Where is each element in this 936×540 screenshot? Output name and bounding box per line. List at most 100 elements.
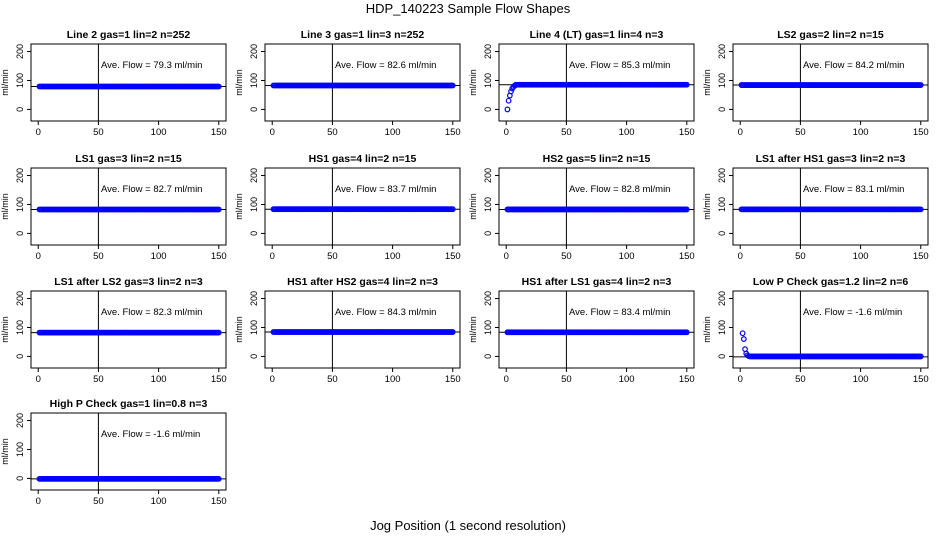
x-tick-label: 150 — [679, 127, 695, 138]
data-point — [508, 88, 514, 95]
x-tick-label: 100 — [151, 374, 167, 385]
plot-frame — [498, 167, 695, 246]
y-axis-label: ml/min — [0, 193, 10, 220]
x-tick-label: 50 — [327, 127, 338, 138]
y-axis-label: ml/min — [468, 316, 478, 343]
y-tick-label: 100 — [249, 320, 259, 335]
panel-12: Low P Check gas=1.2 lin=2 n=6 ml/min 0 100 2… — [702, 276, 929, 385]
data-point — [449, 206, 456, 213]
panel-title: HS1 after LS1 gas=4 lin=2 n=3 — [522, 276, 672, 288]
ave-flow-annotation: Ave. Flow = 82.8 ml/min — [569, 184, 670, 195]
x-tick-label: 50 — [93, 496, 104, 507]
x-tick-label: 0 — [270, 374, 275, 385]
x-tick-label: 50 — [93, 374, 104, 385]
panel-5: LS1 gas=3 lin=2 n=15 ml/min 0 100 200 0 50 100 1… — [0, 153, 227, 262]
y-axis-label: ml/min — [702, 69, 712, 96]
x-tick-label: 100 — [853, 251, 869, 262]
x-tick-label: 100 — [853, 374, 869, 385]
x-tick-label: 150 — [913, 127, 929, 138]
y-tick-label: 200 — [483, 44, 493, 59]
ave-flow-annotation: Ave. Flow = 83.4 ml/min — [569, 307, 670, 318]
data-point — [917, 353, 924, 360]
panel-6: HS1 gas=4 lin=2 n=15 ml/min 0 100 200 0 50 100 1… — [234, 153, 461, 262]
y-tick-label: 0 — [717, 231, 727, 236]
plot-frame — [264, 43, 461, 122]
panel-title: Low P Check gas=1.2 lin=2 n=6 — [753, 276, 908, 288]
data-point — [504, 106, 511, 113]
data-point — [739, 330, 746, 337]
plot-frame — [498, 43, 695, 122]
ave-flow-annotation: Ave. Flow = 79.3 ml/min — [101, 60, 202, 71]
y-tick-label: 200 — [483, 291, 493, 306]
panel-title: Line 2 gas=1 lin=2 n=252 — [67, 29, 191, 41]
y-tick-label: 100 — [717, 73, 727, 88]
y-tick-label: 100 — [717, 320, 727, 335]
panel-10: HS1 after HS2 gas=4 lin=2 n=3 ml/min 0 100 2… — [234, 276, 461, 385]
x-tick-label: 100 — [385, 374, 401, 385]
y-axis-label: ml/min — [0, 69, 10, 96]
y-tick-label: 0 — [249, 231, 259, 236]
y-tick-label: 200 — [483, 168, 493, 183]
panel-title: High P Check gas=1 lin=0.8 n=3 — [50, 398, 208, 410]
x-tick-label: 150 — [913, 374, 929, 385]
y-tick-label: 200 — [15, 44, 25, 59]
panel-7: HS2 gas=5 lin=2 n=15 ml/min 0 100 200 0 50 100 1… — [468, 153, 695, 262]
y-tick-label: 100 — [15, 73, 25, 88]
y-axis-label: ml/min — [702, 193, 712, 220]
x-tick-label: 150 — [211, 374, 227, 385]
x-tick-label: 100 — [619, 127, 635, 138]
panel-13: High P Check gas=1 lin=0.8 n=3 ml/min 0 100… — [0, 398, 227, 507]
panel-title: HS2 gas=5 lin=2 n=15 — [543, 153, 651, 165]
panel-1: Line 2 gas=1 lin=2 n=252 ml/min 0 100 200 0 50… — [0, 29, 227, 138]
y-axis-label: ml/min — [0, 438, 10, 465]
x-tick-label: 150 — [211, 496, 227, 507]
y-axis-label: ml/min — [468, 193, 478, 220]
x-tick-label: 50 — [327, 374, 338, 385]
y-axis-label: ml/min — [234, 193, 244, 220]
plot-frame — [30, 290, 227, 369]
plot-frame — [732, 167, 929, 246]
data-point — [683, 329, 690, 336]
y-axis-label: ml/min — [234, 69, 244, 96]
panel-title: LS2 gas=2 lin=2 n=15 — [777, 29, 884, 41]
data-point — [215, 329, 222, 336]
y-tick-label: 0 — [483, 231, 493, 236]
x-tick-label: 150 — [913, 251, 929, 262]
x-tick-label: 50 — [561, 127, 572, 138]
x-tick-label: 100 — [619, 374, 635, 385]
x-tick-label: 100 — [853, 127, 869, 138]
x-tick-label: 100 — [151, 251, 167, 262]
x-tick-label: 0 — [738, 374, 743, 385]
y-tick-label: 100 — [483, 73, 493, 88]
y-tick-label: 200 — [249, 291, 259, 306]
y-tick-label: 100 — [717, 197, 727, 212]
y-tick-label: 200 — [717, 168, 727, 183]
x-tick-label: 0 — [36, 251, 41, 262]
x-tick-label: 150 — [445, 374, 461, 385]
plot-frame — [732, 290, 929, 369]
plot-frame — [264, 290, 461, 369]
plot-frame — [732, 43, 929, 122]
x-tick-label: 0 — [36, 127, 41, 138]
ave-flow-annotation: Ave. Flow = 82.7 ml/min — [101, 184, 202, 195]
y-tick-label: 0 — [483, 354, 493, 359]
data-point — [917, 82, 924, 88]
data-point — [505, 97, 512, 104]
panel-4: LS2 gas=2 lin=2 n=15 ml/min 0 100 200 0 50 100 1… — [702, 29, 929, 138]
x-axis-label: Jog Position (1 second resolution) — [370, 518, 566, 533]
panel-title: Line 3 gas=1 lin=3 n=252 — [301, 29, 425, 41]
y-tick-label: 100 — [483, 197, 493, 212]
x-tick-label: 0 — [36, 496, 41, 507]
ave-flow-annotation: Ave. Flow = 82.3 ml/min — [101, 307, 202, 318]
panel-2: Line 3 gas=1 lin=3 n=252 ml/min 0 100 200 0 50… — [234, 29, 461, 138]
ave-flow-annotation: Ave. Flow = 85.3 ml/min — [569, 60, 670, 71]
x-tick-label: 100 — [151, 496, 167, 507]
plot-frame — [30, 43, 227, 122]
data-point — [683, 206, 690, 213]
y-tick-label: 0 — [15, 107, 25, 112]
y-tick-label: 100 — [483, 320, 493, 335]
data-point — [449, 329, 456, 335]
y-tick-label: 200 — [15, 168, 25, 183]
y-tick-label: 0 — [15, 476, 25, 481]
panel-title: LS1 gas=3 lin=2 n=15 — [75, 153, 182, 165]
